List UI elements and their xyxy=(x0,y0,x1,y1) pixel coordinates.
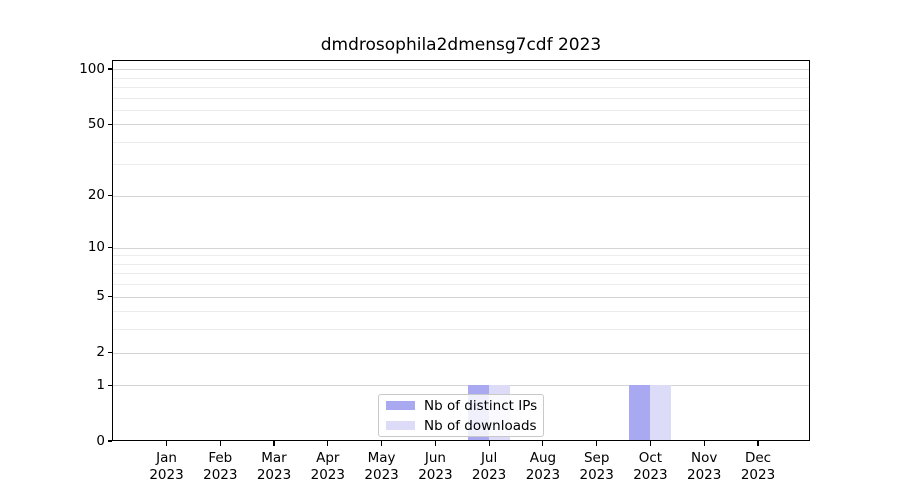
gridline-minor xyxy=(113,329,809,331)
gridline-minor xyxy=(113,284,809,286)
y-tick-label: 1 xyxy=(96,376,105,393)
y-tick xyxy=(108,384,112,386)
x-tick xyxy=(165,441,168,446)
x-tick-label: Oct 2023 xyxy=(608,450,692,484)
gridline-major xyxy=(113,124,809,126)
x-tick-month: Jul xyxy=(480,450,498,466)
y-tick-label: 10 xyxy=(87,239,105,256)
legend: Nb of distinct IPs Nb of downloads xyxy=(378,394,544,437)
y-tick xyxy=(108,296,112,298)
x-tick-label: Dec 2023 xyxy=(716,450,800,484)
y-tick xyxy=(108,247,112,249)
x-tick xyxy=(219,441,221,446)
x-tick-year: 2023 xyxy=(633,467,668,483)
x-tick xyxy=(380,441,383,446)
y-tick xyxy=(108,440,112,442)
chart-title: dmdrosophila2dmensg7cdf 2023 xyxy=(320,35,602,55)
x-tick-year: 2023 xyxy=(687,467,722,483)
y-tick-label: 100 xyxy=(79,60,105,77)
x-tick-label: Apr 2023 xyxy=(286,450,370,484)
gridline-minor xyxy=(113,77,809,79)
bar-nb-of-distinct-ips xyxy=(629,385,651,441)
gridline-minor xyxy=(113,97,809,99)
gridline-major xyxy=(113,296,809,298)
x-tick xyxy=(488,441,490,446)
x-tick-label: Nov 2023 xyxy=(662,450,746,484)
x-tick-year: 2023 xyxy=(525,467,561,483)
x-tick-year: 2023 xyxy=(203,467,238,483)
x-tick-label: Jul 2023 xyxy=(447,450,531,484)
legend-item-distinct-ips: Nb of distinct IPs xyxy=(379,396,543,415)
gridline-major xyxy=(113,385,809,387)
gridline-minor xyxy=(113,109,809,111)
gridline-minor xyxy=(113,86,809,88)
y-tick xyxy=(108,123,112,125)
x-tick-month: Sep xyxy=(583,450,610,466)
gridline-minor xyxy=(113,263,809,265)
x-tick-label: Sep 2023 xyxy=(555,450,639,484)
x-tick xyxy=(542,441,544,446)
y-tick xyxy=(108,68,112,70)
gridline-minor xyxy=(113,141,809,143)
y-tick-label: 20 xyxy=(87,187,105,204)
x-tick-month: Apr xyxy=(316,450,340,466)
x-tick xyxy=(327,441,329,446)
x-tick-label: Mar 2023 xyxy=(232,450,316,484)
x-tick-year: 2023 xyxy=(256,467,292,483)
gridline-major xyxy=(113,247,809,249)
gridline-major xyxy=(113,69,809,70)
x-tick-year: 2023 xyxy=(579,467,614,483)
x-tick-month: Aug xyxy=(529,450,557,466)
y-tick xyxy=(108,195,112,197)
y-tick-label: 0 xyxy=(96,432,105,449)
x-tick-label: Jun 2023 xyxy=(393,450,477,484)
x-tick xyxy=(596,441,598,446)
gridline-major xyxy=(113,352,809,354)
x-tick xyxy=(703,441,705,446)
x-tick-label: Aug 2023 xyxy=(501,450,585,484)
x-tick-year: 2023 xyxy=(471,467,507,483)
x-tick-month: Dec xyxy=(744,450,772,466)
x-tick-label: Feb 2023 xyxy=(178,450,262,484)
legend-item-downloads: Nb of downloads xyxy=(379,416,543,435)
legend-swatch-distinct-ips xyxy=(386,401,415,410)
x-tick-year: 2023 xyxy=(418,467,453,483)
x-tick xyxy=(273,441,275,446)
x-tick-month: Mar xyxy=(261,450,287,466)
y-tick-label: 5 xyxy=(96,288,105,305)
x-tick-month: Jan xyxy=(156,450,177,466)
x-tick-label: May 2023 xyxy=(340,450,424,484)
x-tick-month: May xyxy=(367,450,396,466)
gridline-minor xyxy=(113,164,809,166)
x-tick-label: Jan 2023 xyxy=(125,450,209,484)
x-tick-year: 2023 xyxy=(149,467,184,483)
legend-swatch-downloads xyxy=(386,421,415,430)
x-tick-month: Oct xyxy=(638,450,663,466)
x-tick-year: 2023 xyxy=(740,467,776,483)
y-tick xyxy=(108,351,112,354)
legend-label-downloads: Nb of downloads xyxy=(424,417,537,434)
x-tick xyxy=(649,441,652,446)
y-tick-label: 2 xyxy=(96,344,105,360)
gridline-minor xyxy=(113,311,809,313)
gridline-minor xyxy=(113,255,809,257)
x-tick xyxy=(434,441,436,446)
bar-nb-of-downloads xyxy=(650,385,672,441)
legend-label-distinct-ips: Nb of distinct IPs xyxy=(424,397,538,414)
x-tick-year: 2023 xyxy=(310,467,345,483)
y-tick-label: 50 xyxy=(87,115,105,132)
x-tick xyxy=(757,441,759,446)
x-tick-month: Nov xyxy=(691,450,718,466)
x-tick-month: Feb xyxy=(208,450,233,466)
x-tick-year: 2023 xyxy=(364,467,399,483)
gridline-minor xyxy=(113,273,809,275)
gridline-major xyxy=(113,195,809,197)
x-tick-month: Jun xyxy=(424,450,446,466)
